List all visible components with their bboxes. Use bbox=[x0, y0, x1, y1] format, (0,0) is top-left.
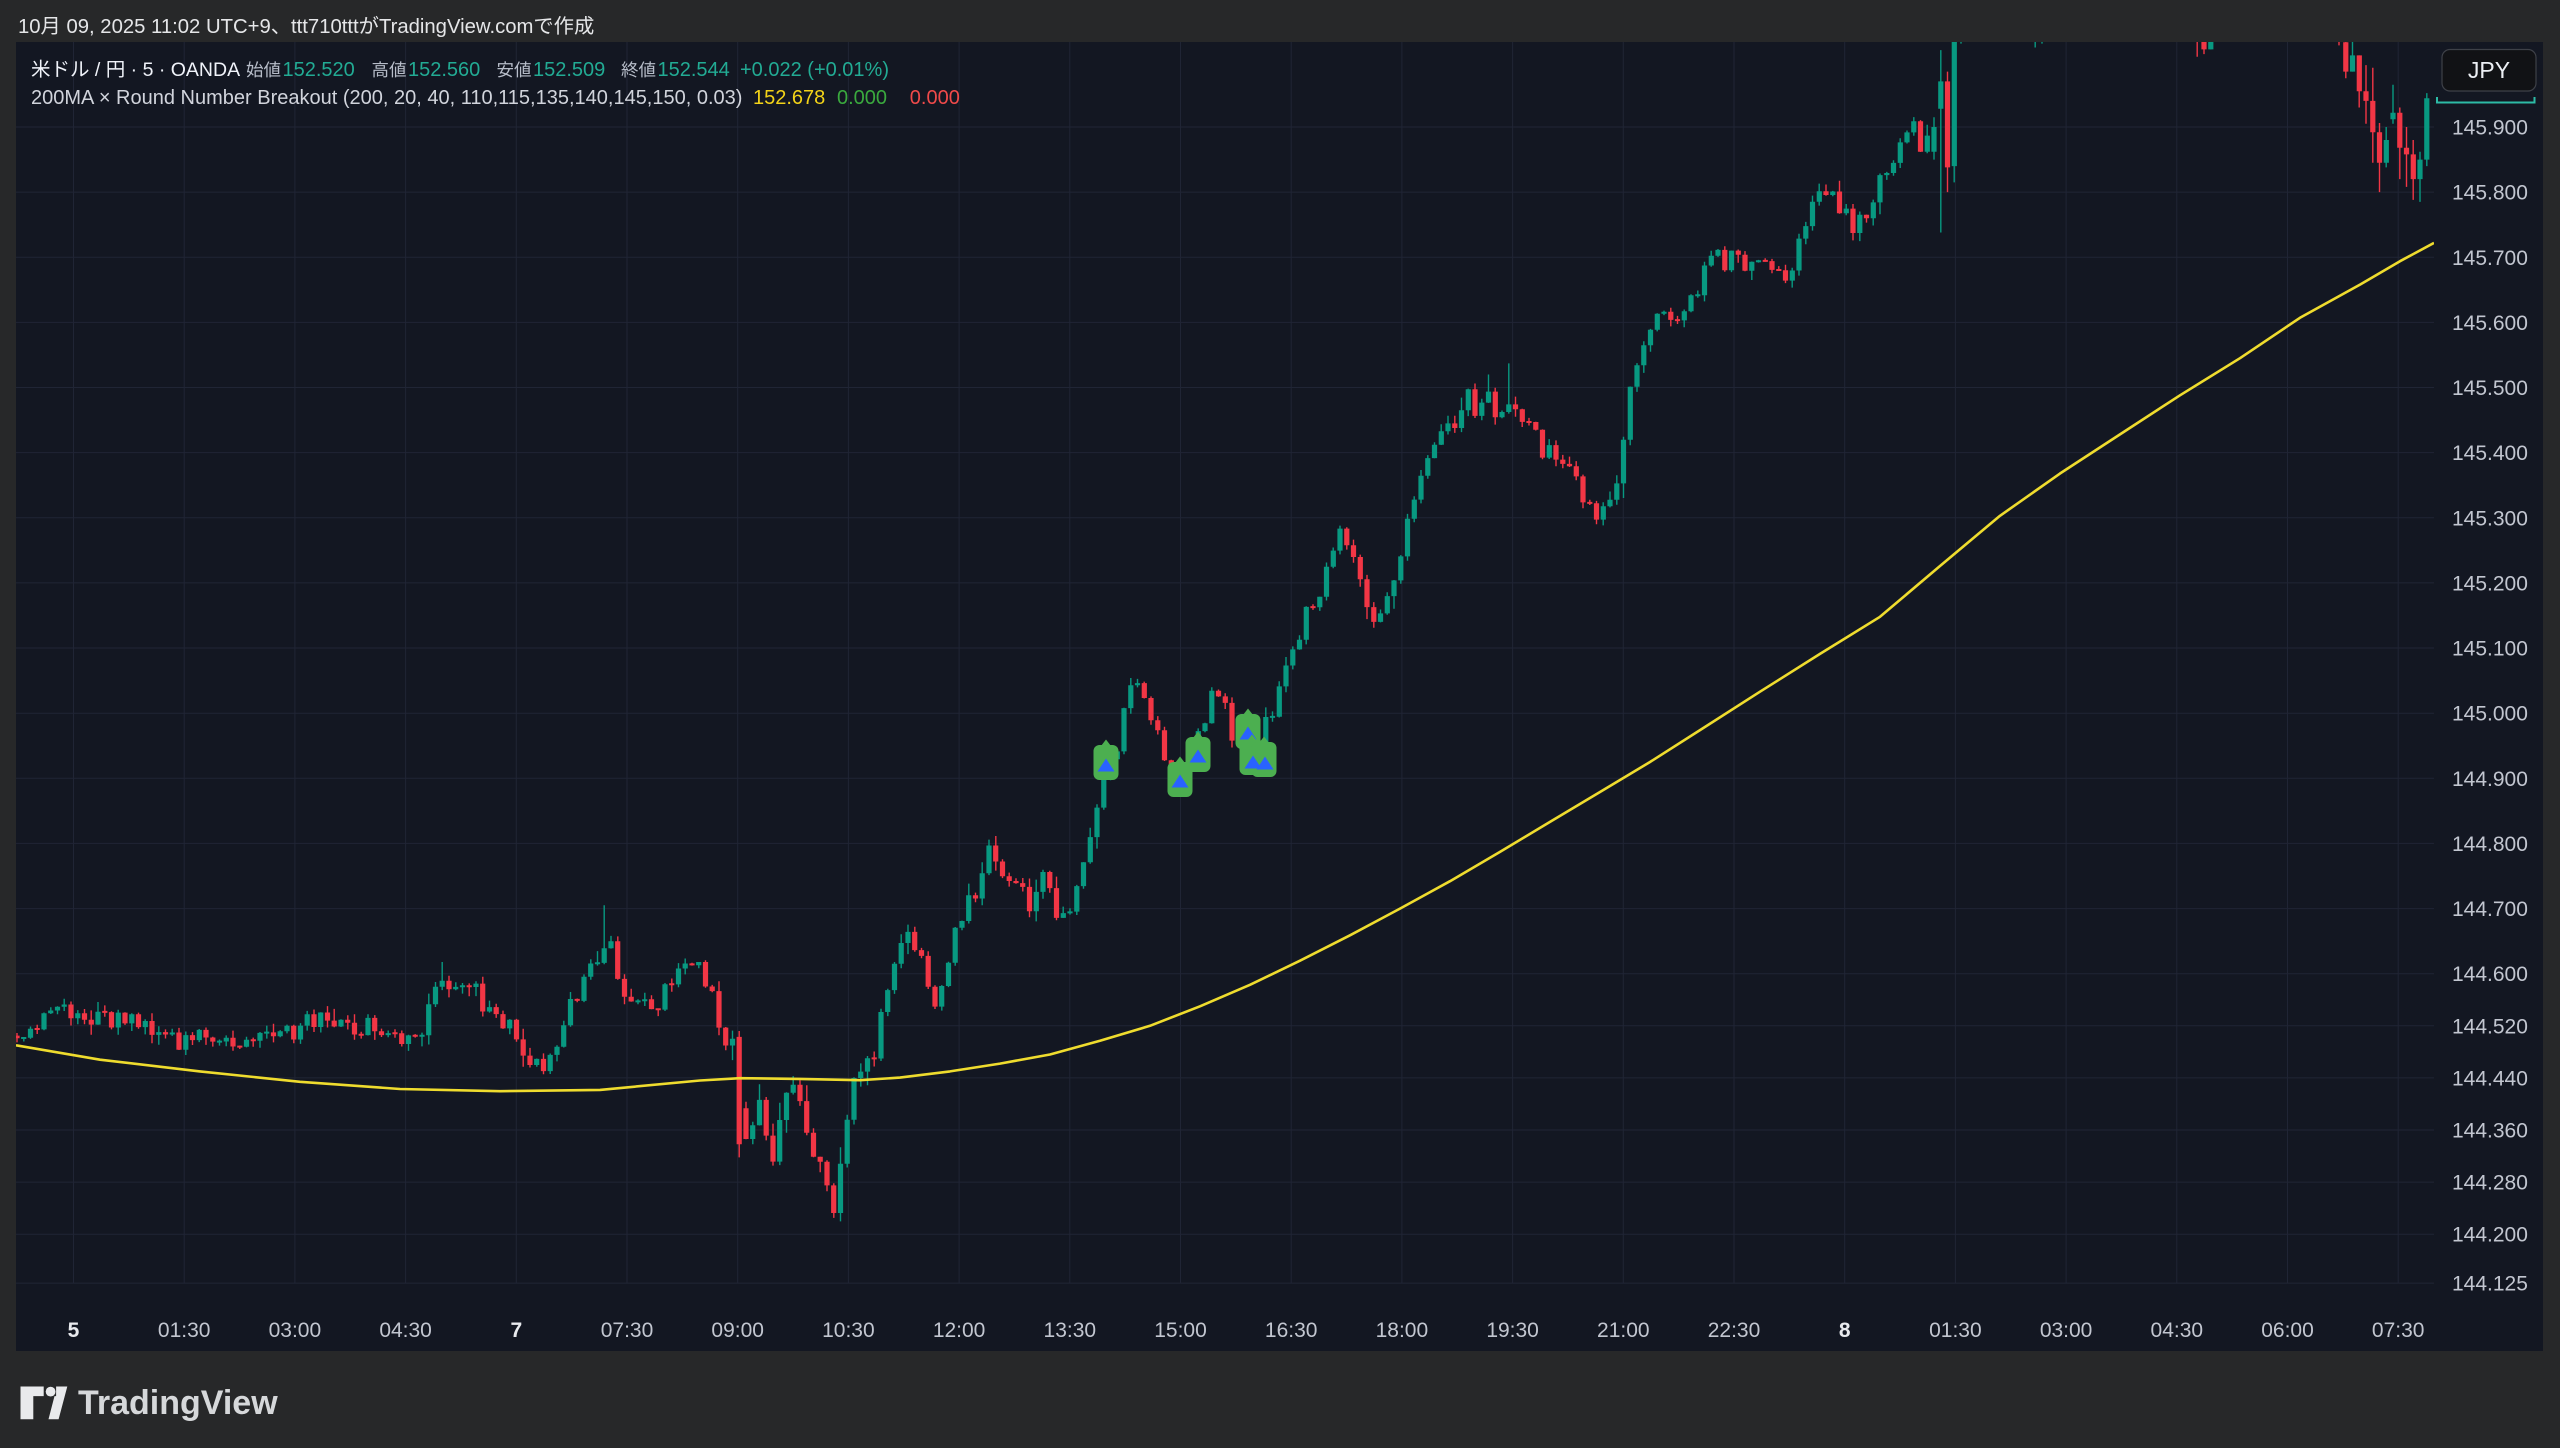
svg-text:+0.022 (+0.01%): +0.022 (+0.01%) bbox=[740, 59, 889, 81]
svg-text:01:30: 01:30 bbox=[1929, 1319, 1982, 1342]
svg-text:145.200: 145.200 bbox=[2452, 572, 2528, 595]
svg-text:07:30: 07:30 bbox=[601, 1319, 654, 1342]
svg-text:10月 09, 2025 11:02 UTC+9、ttt71: 10月 09, 2025 11:02 UTC+9、ttt710tttがTradi… bbox=[18, 15, 594, 38]
svg-text:145.100: 145.100 bbox=[2452, 638, 2528, 661]
svg-text:145.500: 145.500 bbox=[2452, 377, 2528, 400]
svg-text:終値: 終値 bbox=[621, 60, 656, 80]
svg-text:0.000: 0.000 bbox=[837, 87, 887, 109]
svg-text:03:00: 03:00 bbox=[2040, 1319, 2093, 1342]
svg-text:144.900: 144.900 bbox=[2452, 768, 2528, 791]
svg-text:13:30: 13:30 bbox=[1044, 1319, 1097, 1342]
svg-text:10:30: 10:30 bbox=[822, 1319, 875, 1342]
svg-text:TradingView: TradingView bbox=[78, 1384, 278, 1422]
svg-text:144.600: 144.600 bbox=[2452, 963, 2528, 986]
svg-text:12:00: 12:00 bbox=[933, 1319, 986, 1342]
svg-text:145.700: 145.700 bbox=[2452, 247, 2528, 270]
svg-text:01:30: 01:30 bbox=[158, 1319, 211, 1342]
svg-text:04:30: 04:30 bbox=[2151, 1319, 2204, 1342]
svg-text:144.125: 144.125 bbox=[2452, 1273, 2528, 1296]
svg-text:152.544: 152.544 bbox=[658, 59, 730, 81]
svg-text:18:00: 18:00 bbox=[1376, 1319, 1429, 1342]
svg-text:19:30: 19:30 bbox=[1486, 1319, 1539, 1342]
svg-text:144.520: 144.520 bbox=[2452, 1015, 2528, 1038]
svg-text:09:00: 09:00 bbox=[711, 1319, 764, 1342]
svg-text:144.700: 144.700 bbox=[2452, 898, 2528, 921]
svg-text:152.520: 152.520 bbox=[283, 59, 355, 81]
svg-text:始値: 始値 bbox=[246, 60, 281, 80]
svg-text:米ドル / 円 · 5 · OANDA: 米ドル / 円 · 5 · OANDA bbox=[31, 59, 240, 81]
svg-text:145.300: 145.300 bbox=[2452, 507, 2528, 530]
svg-text:144.800: 144.800 bbox=[2452, 833, 2528, 856]
svg-text:7: 7 bbox=[510, 1319, 522, 1342]
svg-text:152.678: 152.678 bbox=[753, 87, 825, 109]
svg-text:JPY: JPY bbox=[2468, 57, 2510, 83]
svg-text:03:00: 03:00 bbox=[269, 1319, 322, 1342]
svg-text:144.200: 144.200 bbox=[2452, 1224, 2528, 1247]
svg-text:06:00: 06:00 bbox=[2261, 1319, 2314, 1342]
svg-text:145.900: 145.900 bbox=[2452, 117, 2528, 140]
svg-text:144.440: 144.440 bbox=[2452, 1067, 2528, 1090]
svg-text:144.280: 144.280 bbox=[2452, 1172, 2528, 1195]
svg-text:145.000: 145.000 bbox=[2452, 703, 2528, 726]
svg-text:145.800: 145.800 bbox=[2452, 182, 2528, 205]
svg-text:8: 8 bbox=[1839, 1319, 1851, 1342]
svg-text:5: 5 bbox=[68, 1319, 80, 1342]
svg-text:04:30: 04:30 bbox=[379, 1319, 432, 1342]
svg-text:200MA × Round Number Breakout: 200MA × Round Number Breakout (200, 20, … bbox=[31, 87, 742, 109]
svg-text:0.000: 0.000 bbox=[910, 87, 960, 109]
svg-text:21:00: 21:00 bbox=[1597, 1319, 1650, 1342]
svg-text:16:30: 16:30 bbox=[1265, 1319, 1318, 1342]
svg-text:145.600: 145.600 bbox=[2452, 312, 2528, 335]
svg-text:15:00: 15:00 bbox=[1154, 1319, 1207, 1342]
svg-text:152.560: 152.560 bbox=[408, 59, 480, 81]
svg-text:07:30: 07:30 bbox=[2372, 1319, 2425, 1342]
svg-text:145.400: 145.400 bbox=[2452, 442, 2528, 465]
svg-text:高値: 高値 bbox=[372, 60, 407, 80]
svg-text:22:30: 22:30 bbox=[1708, 1319, 1761, 1342]
svg-text:安値: 安値 bbox=[497, 60, 532, 80]
svg-text:144.360: 144.360 bbox=[2452, 1120, 2528, 1143]
svg-text:152.509: 152.509 bbox=[533, 59, 605, 81]
